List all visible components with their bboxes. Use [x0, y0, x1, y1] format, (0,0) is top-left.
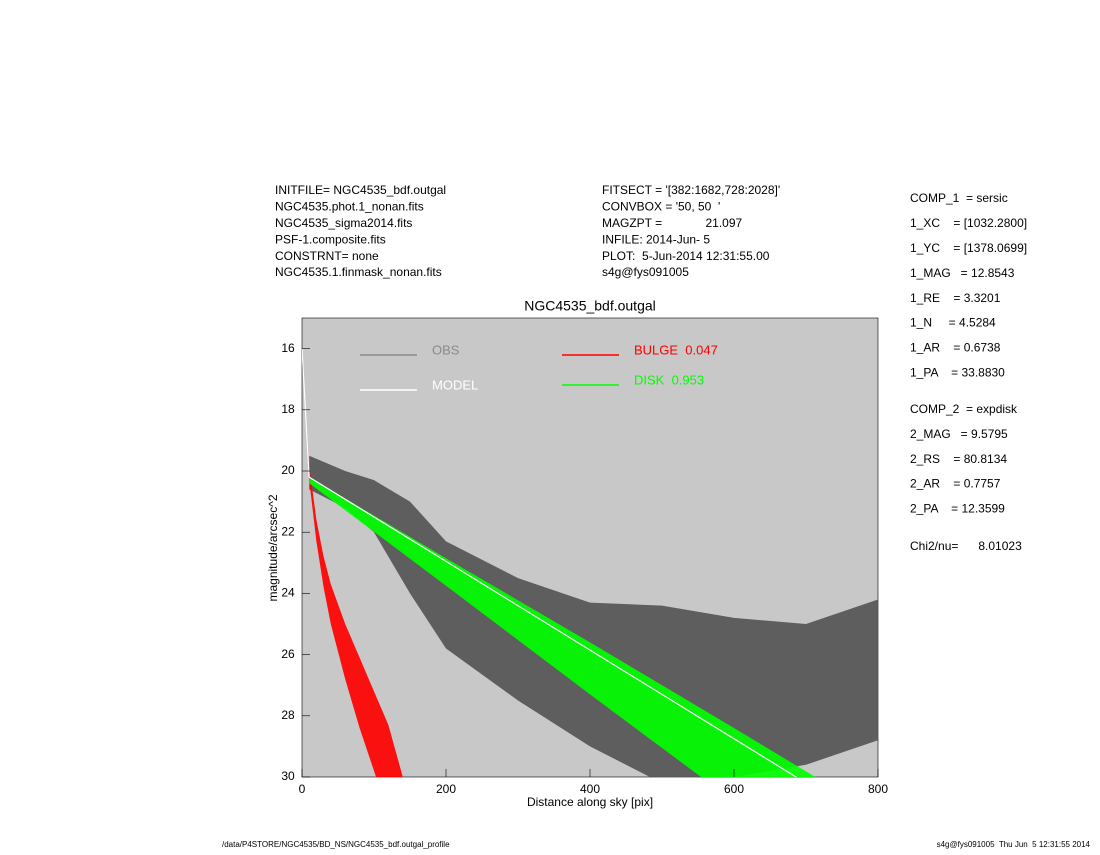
y-tick-label: 28	[281, 708, 295, 722]
y-tick-label: 18	[281, 402, 295, 416]
x-tick-label: 200	[436, 782, 456, 796]
header-line: PLOT: 5-Jun-2014 12:31:55.00	[602, 249, 770, 263]
param-line: 1_YC = [1378.0699]	[910, 241, 1027, 255]
footer-right: s4g@fys091005 Thu Jun 5 12:31:55 2014	[937, 840, 1091, 849]
param-line: 1_N = 4.5284	[910, 316, 996, 330]
param-line: 1_MAG = 12.8543	[910, 266, 1015, 280]
legend-label: OBS	[432, 342, 460, 357]
y-tick-label: 22	[281, 524, 295, 538]
x-tick-label: 400	[580, 782, 600, 796]
legend-label: MODEL	[432, 377, 478, 392]
range-band	[309, 455, 878, 777]
y-tick-label: 16	[281, 341, 295, 355]
chi-square: Chi2/nu= 8.01023	[910, 539, 1022, 553]
param-line: 2_AR = 0.7757	[910, 477, 1001, 491]
header-line: NGC4535.1.finmask_nonan.fits	[275, 265, 442, 279]
chart-title: NGC4535_bdf.outgal	[524, 298, 656, 314]
range-band	[302, 348, 403, 777]
model-line	[302, 348, 798, 777]
param-line: 1_AR = 0.6738	[910, 341, 1001, 355]
header-line: FITSECT = '[382:1682,728:2028]'	[602, 183, 780, 197]
param-line: 1_XC = [1032.2800]	[910, 216, 1027, 230]
param-line: COMP_1 = sersic	[910, 191, 1008, 205]
header-line: PSF-1.composite.fits	[275, 232, 386, 246]
header-line: s4g@fys091005	[602, 265, 689, 279]
param-line: 2_PA = 12.3599	[910, 501, 1005, 515]
param-line: 2_MAG = 9.5795	[910, 427, 1008, 441]
y-axis-label: magnitude/arcsec^2	[266, 494, 280, 601]
x-tick-label: 800	[868, 782, 888, 796]
x-axis-label: Distance along sky [pix]	[527, 795, 653, 809]
header-line: CONSTRNT= none	[275, 249, 379, 263]
param-line: COMP_2 = expdisk	[910, 402, 1018, 416]
y-tick-label: 26	[281, 647, 295, 661]
param-line: 2_RS = 80.8134	[910, 452, 1007, 466]
plot-area	[302, 348, 878, 777]
param-line: 1_PA = 33.8830	[910, 365, 1005, 379]
header-line: NGC4535_sigma2014.fits	[275, 216, 412, 230]
param-line: 1_RE = 3.3201	[910, 291, 1001, 305]
x-tick-label: 0	[299, 782, 306, 796]
header-line: INFILE: 2014-Jun- 5	[602, 232, 710, 246]
legend-label: BULGE 0.047	[634, 342, 718, 357]
header-line: CONVBOX = '50, 50 '	[602, 200, 720, 214]
footer-left: /data/P4STORE/NGC4535/BD_NS/NGC4535_bdf.…	[222, 840, 450, 849]
y-tick-label: 24	[281, 586, 295, 600]
x-tick-label: 600	[724, 782, 744, 796]
header-line: MAGZPT = 21.097	[602, 216, 742, 230]
y-tick-label: 30	[281, 769, 295, 783]
y-tick-label: 20	[281, 463, 295, 477]
header-line: INITFILE= NGC4535_bdf.outgal	[275, 183, 446, 197]
range-band	[309, 477, 816, 777]
legend-label: DISK 0.953	[634, 372, 704, 387]
header-line: NGC4535.phot.1_nonan.fits	[275, 200, 424, 214]
